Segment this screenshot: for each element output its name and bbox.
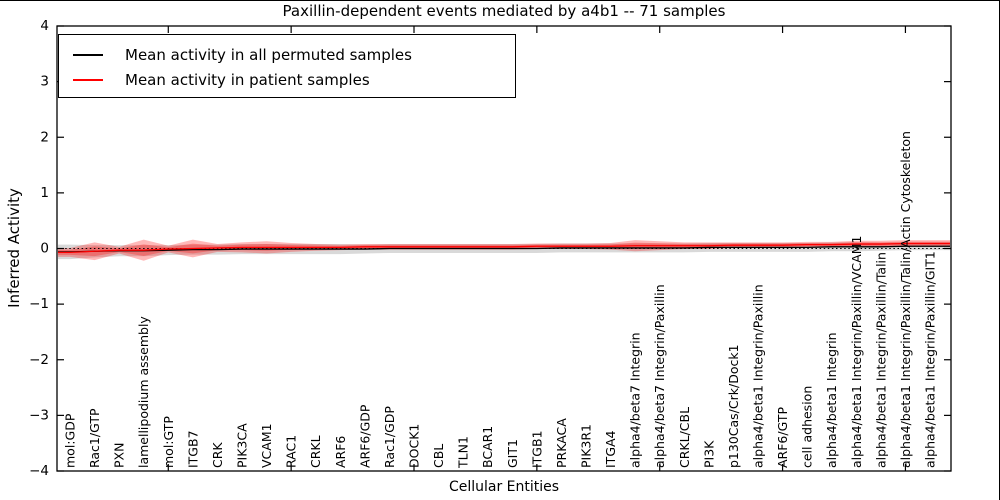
x-category-label: BCAR1	[480, 426, 495, 468]
x-category-label: CRK	[210, 442, 225, 468]
y-tick-label: −2	[29, 352, 49, 368]
x-category-label: PXN	[112, 443, 127, 468]
legend-item-patient: Mean activity in patient samples	[73, 67, 515, 92]
y-tick-label: 1	[40, 185, 49, 201]
x-category-label: CBL	[431, 444, 446, 468]
x-category-label: alpha4/beta1 Integrin/Paxillin/Talin/Act…	[898, 131, 913, 468]
x-category-label: RAC1	[284, 435, 299, 468]
permuted-mean-line	[58, 245, 950, 253]
legend-label-patient: Mean activity in patient samples	[125, 70, 370, 89]
x-category-label: GIT1	[505, 439, 520, 468]
legend-item-permuted: Mean activity in all permuted samples	[73, 42, 515, 67]
patient-line-swatch	[73, 78, 103, 81]
x-category-label: ITGB7	[185, 430, 200, 468]
x-category-label: CRKL	[308, 435, 323, 468]
x-category-label: Rac1/GTP	[87, 408, 102, 468]
x-category-label: alpha4/beta1 Integrin/Paxillin/Talin	[873, 252, 888, 468]
y-tick-label: −4	[29, 463, 49, 479]
x-category-label: alpha4/beta1 Integrin/Paxillin/VCAM1	[849, 236, 864, 468]
x-category-label: ARF6	[333, 436, 348, 468]
x-category-label: Rac1/GDP	[382, 406, 397, 468]
x-category-label: alpha4/beta1 Integrin	[824, 332, 839, 468]
x-category-label: DOCK1	[407, 424, 422, 468]
y-tick-label: 2	[40, 129, 49, 145]
x-category-label: VCAM1	[259, 423, 274, 468]
x-category-label: CRKL/CBL	[677, 407, 692, 468]
x-category-label: alpha4/beta7 Integrin	[628, 332, 643, 468]
x-category-label: p130Cas/Crk/Dock1	[726, 344, 741, 468]
x-category-label: mol:GTP	[161, 416, 176, 468]
legend-label-permuted: Mean activity in all permuted samples	[125, 45, 412, 64]
y-tick-label: −1	[29, 296, 49, 312]
x-category-label: ARF6/GTP	[775, 407, 790, 468]
x-category-label: PIK3R1	[579, 424, 594, 468]
x-category-label: mol:GDP	[63, 413, 78, 468]
y-tick-label: 4	[40, 18, 49, 34]
permuted-std-band	[58, 242, 950, 260]
y-tick-label: −3	[29, 407, 49, 423]
x-category-label: alpha4/beta7 Integrin/Paxillin	[652, 284, 667, 468]
x-category-label: PIK3CA	[235, 423, 250, 468]
x-category-label: PRKACA	[554, 418, 569, 468]
x-category-label: lamellipodium assembly	[136, 316, 151, 468]
x-category-label: ITGA4	[603, 430, 618, 468]
x-category-label: alpha4/beta1 Integrin/Paxillin/GIT1	[923, 251, 938, 468]
x-category-label: cell adhesion	[800, 386, 815, 468]
x-category-label: ITGB1	[529, 430, 544, 468]
x-category-label: ARF6/GDP	[357, 404, 372, 468]
y-tick-label: 0	[40, 241, 49, 257]
patient-mean-line	[58, 242, 950, 254]
chart-title: Paxillin-dependent events mediated by a4…	[282, 2, 726, 20]
permuted-line-swatch	[73, 53, 103, 56]
legend: Mean activity in all permuted samples Me…	[58, 34, 516, 98]
x-category-label: alpha4/beta1 Integrin/Paxillin	[751, 284, 766, 468]
y-tick-label: 3	[40, 74, 49, 90]
x-category-label: TLN1	[456, 436, 471, 469]
x-category-label: PI3K	[701, 440, 716, 468]
x-axis-label: Cellular Entities	[448, 479, 560, 495]
